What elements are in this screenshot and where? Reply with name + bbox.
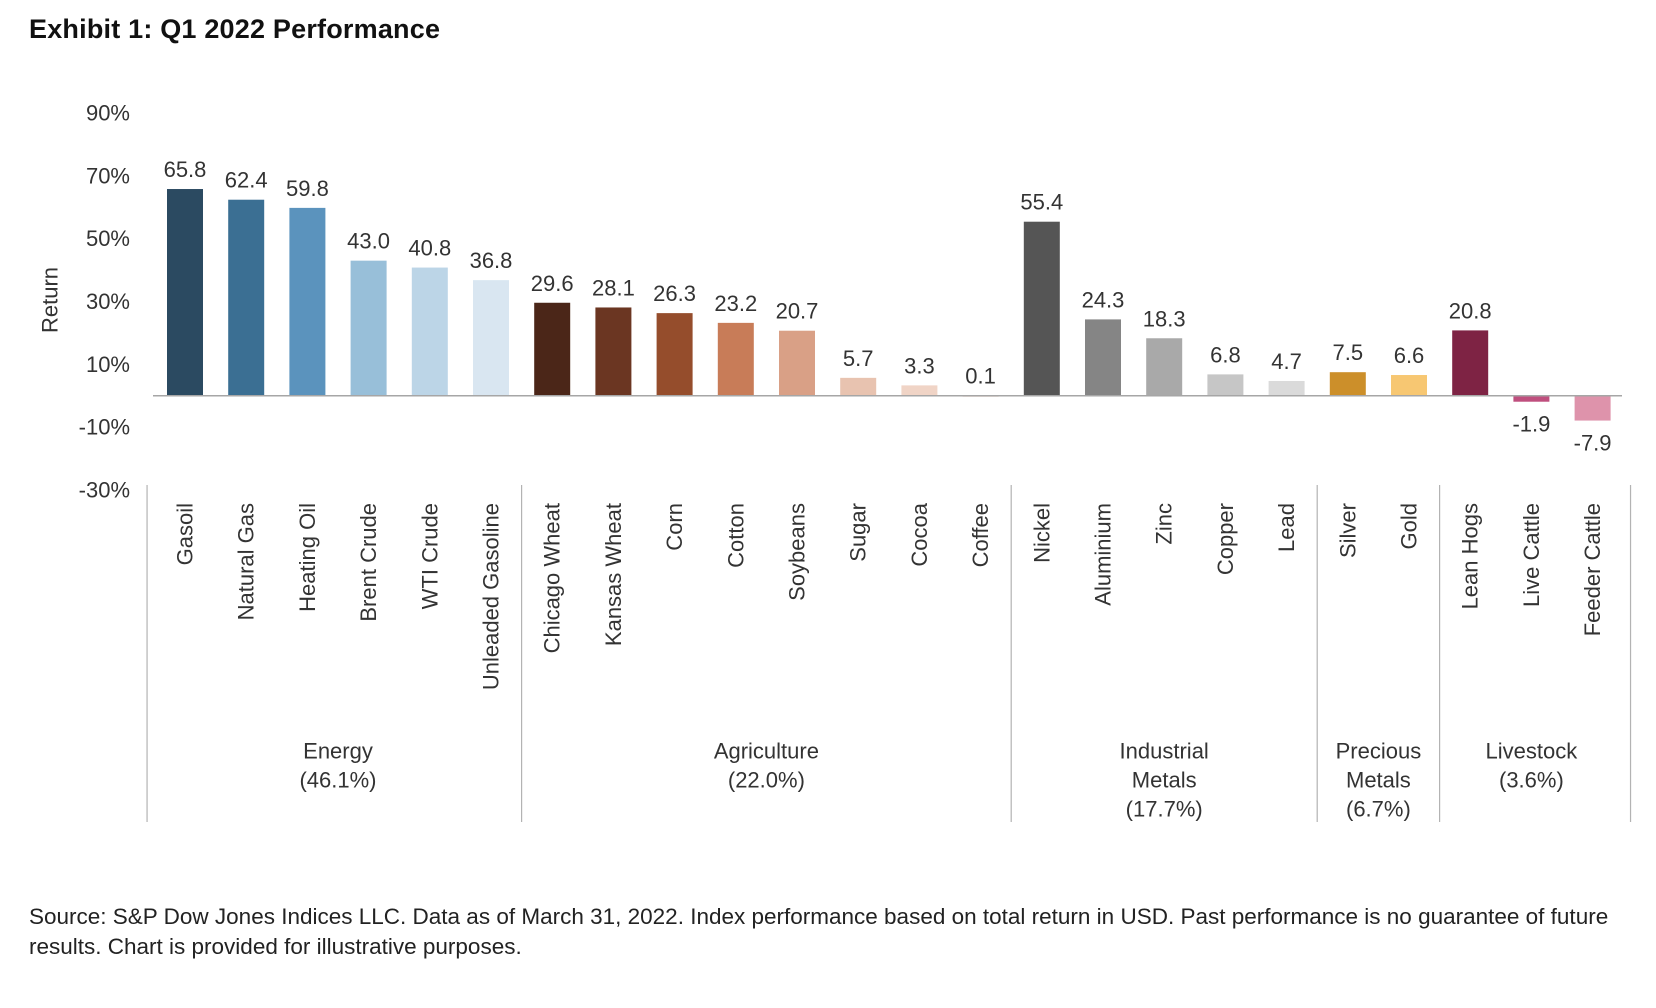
category-label: Heating Oil (295, 503, 320, 612)
category-label: Aluminium (1091, 503, 1116, 606)
bar-cotton (717, 322, 754, 396)
group-label: Agriculture (714, 739, 819, 764)
category-label: Lean Hogs (1458, 503, 1483, 609)
data-label: 23.2 (714, 291, 757, 316)
y-tick-label: -30% (79, 478, 130, 503)
data-label: 4.7 (1271, 349, 1302, 374)
y-tick-label: -10% (79, 415, 130, 440)
y-tick-label: 10% (86, 352, 130, 377)
category-label: Gasoil (173, 503, 198, 565)
group-label: (46.1%) (299, 768, 376, 793)
data-label: 55.4 (1020, 190, 1063, 215)
bar-aluminium (1085, 319, 1121, 396)
group-label: Metals (1132, 768, 1197, 793)
category-label: Gold (1397, 503, 1422, 549)
data-label: 0.1 (965, 363, 996, 388)
bar-natural-gas (228, 199, 265, 396)
y-tick-label: 90% (86, 101, 130, 126)
bar-lead (1268, 380, 1305, 396)
data-label: 6.6 (1394, 343, 1425, 368)
category-label: Chicago Wheat (540, 503, 565, 653)
source-note: Source: S&P Dow Jones Indices LLC. Data … (29, 904, 1609, 959)
category-label: Natural Gas (234, 503, 259, 620)
data-label: 40.8 (408, 236, 451, 261)
category-label: Kansas Wheat (601, 503, 626, 646)
y-tick-label: 50% (86, 226, 130, 251)
data-label: -7.9 (1574, 431, 1612, 456)
group-label: (6.7%) (1346, 797, 1411, 822)
y-tick-label: 70% (86, 163, 130, 188)
group-label: (3.6%) (1499, 768, 1564, 793)
category-label: Brent Crude (356, 503, 381, 622)
bar-soybeans (779, 330, 815, 396)
bar-wti-crude (411, 267, 448, 396)
chart-title: Exhibit 1: Q1 2022 Performance (29, 14, 441, 44)
bar-gasoil (167, 189, 203, 396)
data-label: 20.7 (776, 299, 819, 324)
data-label: 5.7 (843, 346, 874, 371)
data-label: 7.5 (1333, 340, 1364, 365)
y-tick-label: 30% (86, 289, 130, 314)
category-label: Lead (1274, 503, 1299, 552)
bar-chicago-wheat (534, 302, 571, 396)
bar-chart: Return 90% 70% 50% 30% 10% -10% -30% 65.8 62.4 59.… (38, 101, 1632, 822)
bar-lean-hogs (1452, 330, 1489, 396)
category-label: Corn (662, 503, 687, 551)
bar-feeder-cattle (1574, 395, 1611, 421)
data-label: 65.8 (164, 157, 207, 182)
bar-unleaded-gasoline (473, 280, 509, 396)
data-label: 3.3 (904, 353, 935, 378)
category-label: Unleaded Gasoline (479, 503, 504, 690)
bar-live-cattle (1513, 395, 1550, 402)
category-label: Cotton (723, 503, 748, 568)
data-label: 59.8 (286, 176, 329, 201)
category-label: Sugar (846, 503, 871, 562)
data-label: 18.3 (1143, 306, 1186, 331)
category-label: Nickel (1029, 503, 1054, 563)
bar-silver (1329, 372, 1366, 396)
bar-corn (656, 313, 693, 396)
y-axis-label: Return (38, 267, 63, 333)
data-label: 29.6 (531, 271, 574, 296)
category-label: Cocoa (907, 502, 932, 566)
group-label: Livestock (1486, 739, 1579, 764)
category-label: Silver (1335, 503, 1360, 558)
category-label: Soybeans (785, 503, 810, 601)
category-label: Zinc (1152, 503, 1177, 545)
group-label: Energy (303, 739, 373, 764)
bar-gold (1391, 375, 1427, 396)
data-label: 43.0 (347, 229, 390, 254)
bar-cocoa (901, 385, 938, 396)
group-label: (22.0%) (728, 768, 805, 793)
bar-nickel (1023, 221, 1060, 396)
group-label: (17.7%) (1126, 797, 1203, 822)
category-label: Copper (1213, 503, 1238, 575)
data-label: 28.1 (592, 275, 635, 300)
data-label: 6.8 (1210, 342, 1241, 367)
category-label: WTI Crude (417, 503, 442, 609)
category-label: Live Cattle (1519, 503, 1544, 607)
data-label: 24.3 (1082, 287, 1125, 312)
group-label: Precious (1336, 739, 1422, 764)
bar-sugar (840, 377, 877, 396)
category-label: Feeder Cattle (1580, 503, 1605, 636)
bar-kansas-wheat (595, 307, 632, 396)
data-label: 20.8 (1449, 298, 1492, 323)
data-label: -1.9 (1512, 412, 1550, 437)
bar-heating-oil (289, 207, 326, 396)
bar-brent-crude (350, 260, 387, 396)
data-label: 62.4 (225, 168, 268, 193)
category-label: Coffee (968, 503, 993, 567)
data-label: 26.3 (653, 281, 696, 306)
bar-zinc (1146, 338, 1183, 396)
data-label: 36.8 (470, 248, 513, 273)
group-label: Metals (1346, 768, 1411, 793)
bar-copper (1207, 374, 1244, 396)
group-label: Industrial (1120, 739, 1209, 764)
